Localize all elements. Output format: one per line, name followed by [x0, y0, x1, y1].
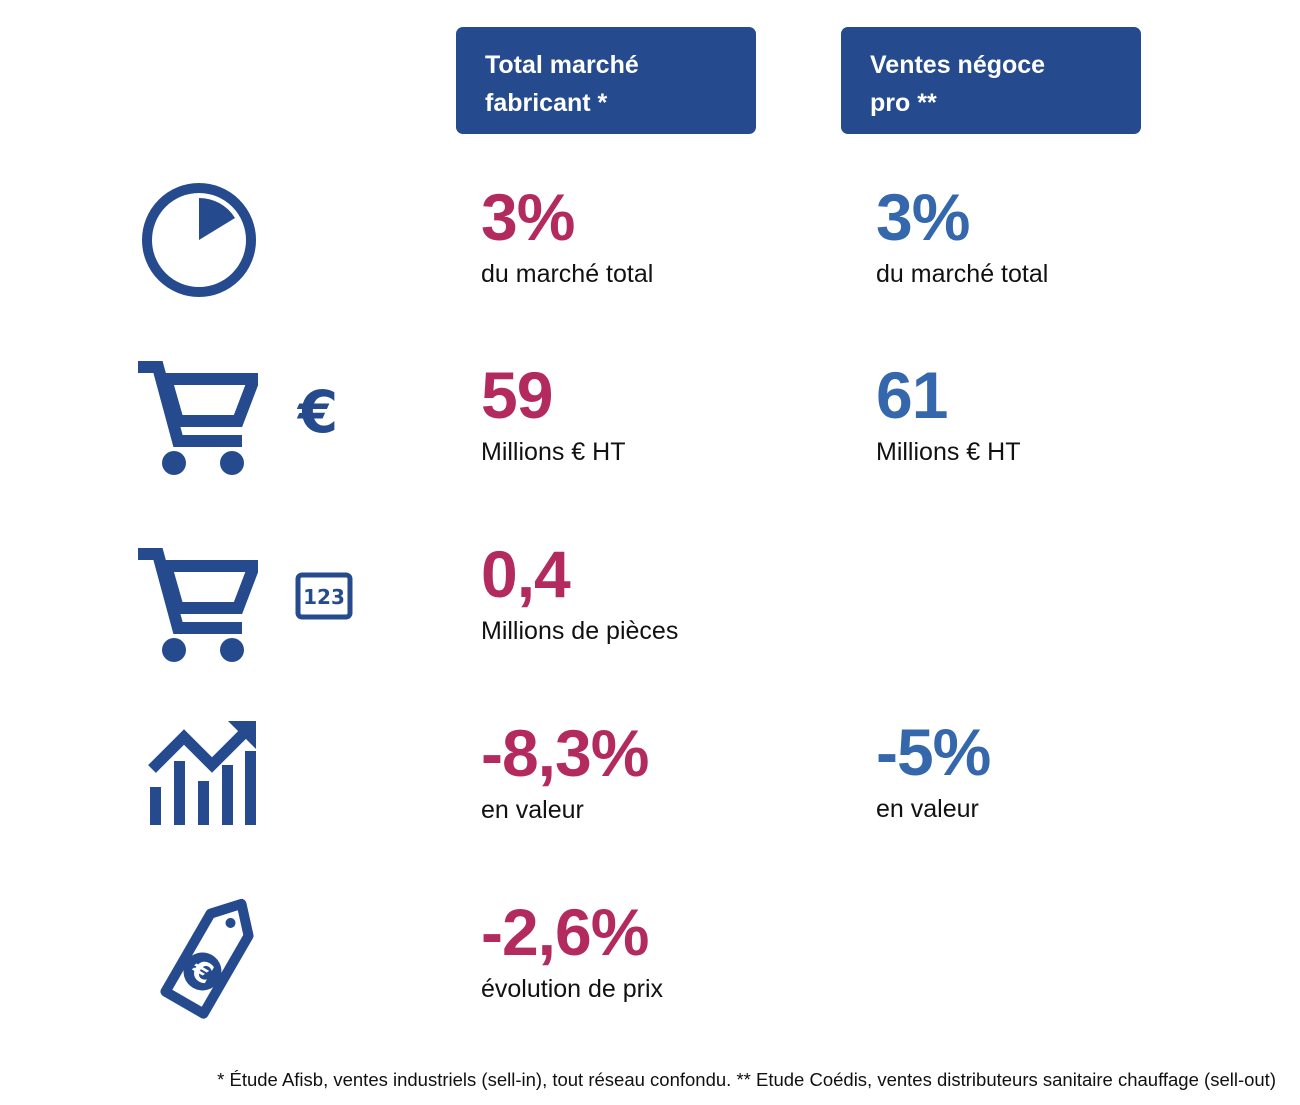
shopping-cart-icon: [138, 546, 258, 664]
stat-value: 3%: [481, 180, 575, 254]
stat-label: du marché total: [876, 260, 1049, 288]
stat-evolution-valeur-negoce: -5% en valeur: [876, 715, 991, 823]
price-tag-euro-icon: €: [150, 888, 274, 1022]
footnote-sources: * Étude Afisb, ventes industriels (sell-…: [217, 1069, 1276, 1090]
stat-value: 0,4: [481, 537, 571, 611]
stat-value: -8,3%: [481, 716, 649, 790]
header-line-2: pro **: [870, 89, 937, 117]
stat-label: du marché total: [481, 260, 654, 288]
stat-value: -2,6%: [481, 895, 649, 969]
header-total-marche-fabricant: Total marché fabricant *: [456, 27, 756, 134]
euro-icon: €: [292, 380, 348, 440]
stat-label: Millions € HT: [481, 438, 626, 466]
header-line-1: Total marché: [485, 51, 639, 79]
stat-pieces-fabricant: 0,4 Millions de pièces: [481, 541, 678, 645]
header-line-2: fabricant *: [485, 89, 608, 117]
stat-value: 3%: [876, 180, 970, 254]
stat-label: Millions de pièces: [481, 617, 679, 645]
counter-text: 123: [303, 585, 345, 609]
shopping-cart-icon: [138, 359, 258, 477]
stat-label: en valeur: [876, 795, 979, 823]
header-ventes-negoce-pro: Ventes négoce pro **: [841, 27, 1141, 134]
counter-123-icon: 123: [295, 572, 353, 620]
euro-symbol: €: [296, 380, 338, 440]
stat-value: 61: [876, 358, 948, 432]
stat-value: -5%: [876, 715, 991, 789]
pie-chart-icon: [140, 181, 258, 299]
stat-valeur-fabricant: 59 Millions € HT: [481, 362, 625, 466]
header-line-1: Ventes négoce: [870, 51, 1046, 79]
stat-label: évolution de prix: [481, 975, 664, 1003]
stat-label: Millions € HT: [876, 438, 1021, 466]
stat-label: en valeur: [481, 796, 584, 824]
stat-marche-total-negoce: 3% du marché total: [876, 184, 1048, 288]
stat-value: 59: [481, 358, 553, 432]
stat-marche-total-fabricant: 3% du marché total: [481, 184, 653, 288]
stat-evolution-prix-fabricant: -2,6% évolution de prix: [481, 899, 663, 1003]
stat-evolution-valeur-fabricant: -8,3% en valeur: [481, 716, 649, 824]
stat-valeur-negoce: 61 Millions € HT: [876, 362, 1020, 466]
growth-chart-icon: [148, 721, 258, 827]
